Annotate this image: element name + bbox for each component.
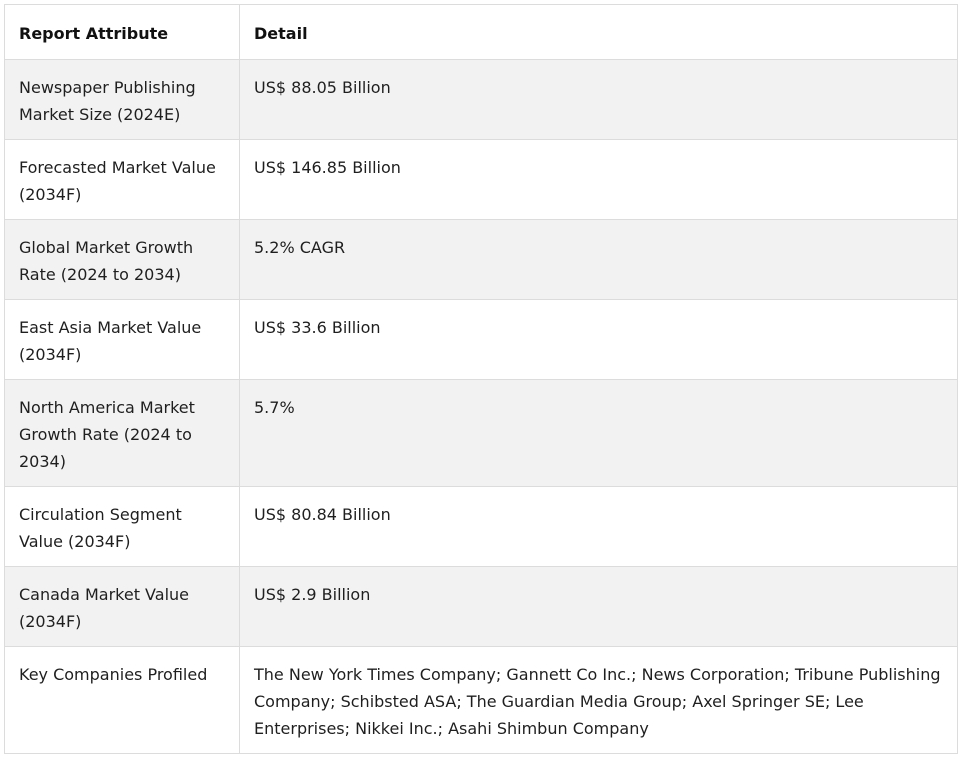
header-detail: Detail [239,4,958,60]
table-row: North America Market Growth Rate (2024 t… [4,379,958,487]
detail-cell: US$ 2.9 Billion [239,566,958,647]
attribute-cell: Global Market Growth Rate (2024 to 2034) [4,219,240,300]
detail-cell: US$ 33.6 Billion [239,299,958,380]
table-row: Forecasted Market Value (2034F) US$ 146.… [4,139,958,220]
table-row: East Asia Market Value (2034F) US$ 33.6 … [4,299,958,380]
table-row: Key Companies Profiled The New York Time… [4,646,958,754]
table-row: Newspaper Publishing Market Size (2024E)… [4,59,958,140]
attribute-cell: North America Market Growth Rate (2024 t… [4,379,240,487]
attribute-cell: Newspaper Publishing Market Size (2024E) [4,59,240,140]
detail-cell: US$ 146.85 Billion [239,139,958,220]
attribute-cell: Key Companies Profiled [4,646,240,754]
detail-cell: US$ 80.84 Billion [239,486,958,567]
attribute-cell: Canada Market Value (2034F) [4,566,240,647]
table-row: Canada Market Value (2034F) US$ 2.9 Bill… [4,566,958,647]
header-report-attribute: Report Attribute [4,4,240,60]
detail-cell: 5.7% [239,379,958,487]
table-row: Global Market Growth Rate (2024 to 2034)… [4,219,958,300]
table-header: Report Attribute Detail [4,4,958,60]
detail-cell: US$ 88.05 Billion [239,59,958,140]
attribute-cell: Forecasted Market Value (2034F) [4,139,240,220]
table-body: Newspaper Publishing Market Size (2024E)… [4,59,958,754]
attribute-cell: East Asia Market Value (2034F) [4,299,240,380]
report-attributes-table: Report Attribute Detail Newspaper Publis… [4,4,958,754]
table-row: Circulation Segment Value (2034F) US$ 80… [4,486,958,567]
header-row: Report Attribute Detail [4,4,958,60]
attribute-cell: Circulation Segment Value (2034F) [4,486,240,567]
detail-cell: 5.2% CAGR [239,219,958,300]
detail-cell: The New York Times Company; Gannett Co I… [239,646,958,754]
